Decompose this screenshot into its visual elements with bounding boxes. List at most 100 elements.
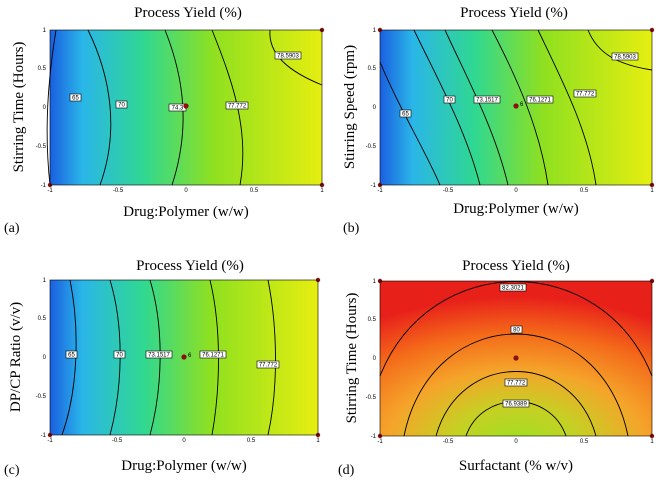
panel-a-contour (46, 29, 57, 186)
svg-text:65: 65 (72, 96, 79, 102)
panel-a-contour-label: 74.3 (168, 103, 187, 112)
svg-text:77.772: 77.772 (259, 363, 278, 369)
panel-b-xlabel: Drug:Polymer (w/w) (453, 201, 578, 217)
panel-d-xlabel: Surfactant (% w/v) (459, 458, 573, 474)
panel-c-xtick: 0.5 (247, 438, 256, 444)
panel-d-ytick: 0.5 (368, 317, 377, 323)
panel-a-center-point (183, 103, 189, 109)
panel-a-contour-label: 78.5903 (274, 51, 302, 60)
panel-b-center-point (513, 103, 519, 109)
panel-b-contour (491, 29, 549, 186)
panel-b-xtick: -1 (377, 188, 383, 194)
panel-b-contour (379, 61, 441, 186)
panel-a-ytick: 1 (43, 28, 47, 34)
panel-c-contour (149, 279, 161, 436)
panel-b-ytick: -0.5 (366, 144, 377, 150)
svg-text:65: 65 (402, 112, 409, 118)
panel-d-ytick: 1 (373, 279, 377, 285)
panel-c-tag: (c) (4, 463, 20, 478)
panel-b-contour-label: 73.1517 (473, 95, 501, 104)
panel-d-contour (435, 371, 597, 437)
panel-a-xtick: 1 (320, 188, 324, 194)
panel-a-xtick: -1 (47, 188, 53, 194)
svg-text:77.772: 77.772 (507, 381, 526, 387)
panel-a: Process Yield (%) 65 70 74.3 77.772 78.5… (4, 5, 324, 236)
svg-text:65: 65 (68, 353, 75, 359)
panel-a-ytick: -0.5 (36, 144, 47, 150)
panel-d-xtick: 1 (650, 439, 654, 445)
panel-c-contour-label: 65 (65, 350, 78, 359)
panel-b-xtick: 0.5 (580, 188, 589, 194)
panel-b-contour (537, 29, 597, 186)
svg-text:78.5903: 78.5903 (614, 55, 636, 61)
panel-c-xtick: 0 (182, 438, 186, 444)
panel-a-ytick: 0 (43, 105, 47, 111)
panel-b-ylabel: Stirring Speed (rpm) (342, 45, 358, 169)
svg-text:78.5903: 78.5903 (277, 54, 299, 60)
panel-a-tag: (a) (4, 221, 20, 236)
panel-b-xtick: 0 (514, 188, 518, 194)
panel-b-center-count: 6 (520, 102, 524, 108)
panel-b-contour-label: 70 (443, 95, 456, 104)
panel-c-contour (109, 279, 121, 436)
panel-a-contour (87, 29, 112, 186)
svg-text:70: 70 (116, 353, 123, 359)
panel-b-contour (444, 29, 509, 186)
panel-b-contour (413, 29, 481, 186)
panel-d-contour-label: 77.772 (504, 378, 528, 387)
panel-c-contour-label: 77.772 (256, 360, 280, 369)
panel-b-xtick: 1 (650, 188, 654, 194)
panel-a-contour-label: 77.772 (225, 101, 249, 110)
panel-c-ytick: -1 (41, 433, 47, 439)
svg-text:77.772: 77.772 (576, 92, 595, 98)
panel-b-ytick: 0 (373, 105, 377, 111)
panel-a-contour-label: 65 (69, 93, 82, 102)
panel-a-ylabel: Stirring Time (Hours) (11, 42, 27, 173)
panel-b-ytick: 1 (373, 28, 377, 34)
panel-a-contour (269, 29, 323, 86)
panel-d-center-point (513, 355, 519, 361)
panel-c-contour-label: 70 (113, 350, 126, 359)
panel-d-title: Process Yield (%) (462, 258, 570, 274)
panel-a-xlabel: Drug:Polymer (w/w) (123, 204, 248, 220)
panel-c-frame (49, 279, 319, 436)
svg-text:82.3021: 82.3021 (502, 286, 524, 292)
panel-c-contour (61, 279, 77, 436)
panel-c-center-point (181, 354, 187, 360)
svg-text:70: 70 (446, 98, 453, 104)
panel-c-xtick: -1 (47, 438, 53, 444)
panel-a-title: Process Yield (%) (134, 5, 242, 21)
panel-b-contour-label: 77.772 (573, 89, 597, 98)
panel-d-frame (379, 280, 653, 437)
panel-a-ytick: 0.5 (38, 66, 47, 72)
panel-d-tag: (d) (338, 463, 355, 478)
panel-b-contour-label: 65 (399, 109, 412, 118)
panel-d-xtick: -1 (377, 439, 383, 445)
panel-d-ylabel: Stirring Time (Hours) (344, 293, 360, 424)
panel-b-ytick: 0.5 (368, 66, 377, 72)
panel-d-ytick: 0 (373, 356, 377, 362)
svg-text:73.1517: 73.1517 (148, 353, 170, 359)
panel-b-xtick: -0.5 (443, 188, 454, 194)
svg-text:80: 80 (513, 328, 520, 334)
panel-c: Process Yield (%) 65 70 73.1517 76.1271 … (4, 258, 320, 478)
panel-a-xtick: 0.5 (250, 188, 259, 194)
panel-d-xtick: 0 (514, 439, 518, 445)
panel-c-ylabel: DP/CP Ratio (v/v) (8, 302, 24, 412)
panel-b-ytick: -1 (371, 183, 377, 189)
panel-d-contour (403, 333, 629, 437)
panel-b: Process Yield (%) 65 70 73.1517 76.1271 … (342, 5, 654, 236)
panel-c-ytick: 1 (43, 278, 47, 284)
svg-text:76.1271: 76.1271 (202, 353, 224, 359)
panel-c-ytick: 0 (43, 355, 47, 361)
panel-b-frame (379, 29, 653, 186)
panel-a-xtick: -0.5 (113, 188, 124, 194)
svg-text:73.1517: 73.1517 (476, 98, 498, 104)
panel-d-ytick: -1 (371, 434, 377, 440)
panel-d-contour-label: 80 (510, 325, 523, 334)
panel-c-xlabel: Drug:Polymer (w/w) (121, 458, 246, 474)
svg-text:74.3: 74.3 (172, 106, 184, 112)
panel-d-ytick: -0.5 (366, 395, 377, 401)
panel-d-xtick: 0.5 (580, 439, 589, 445)
panel-c-contour-label: 76.1271 (199, 350, 227, 359)
